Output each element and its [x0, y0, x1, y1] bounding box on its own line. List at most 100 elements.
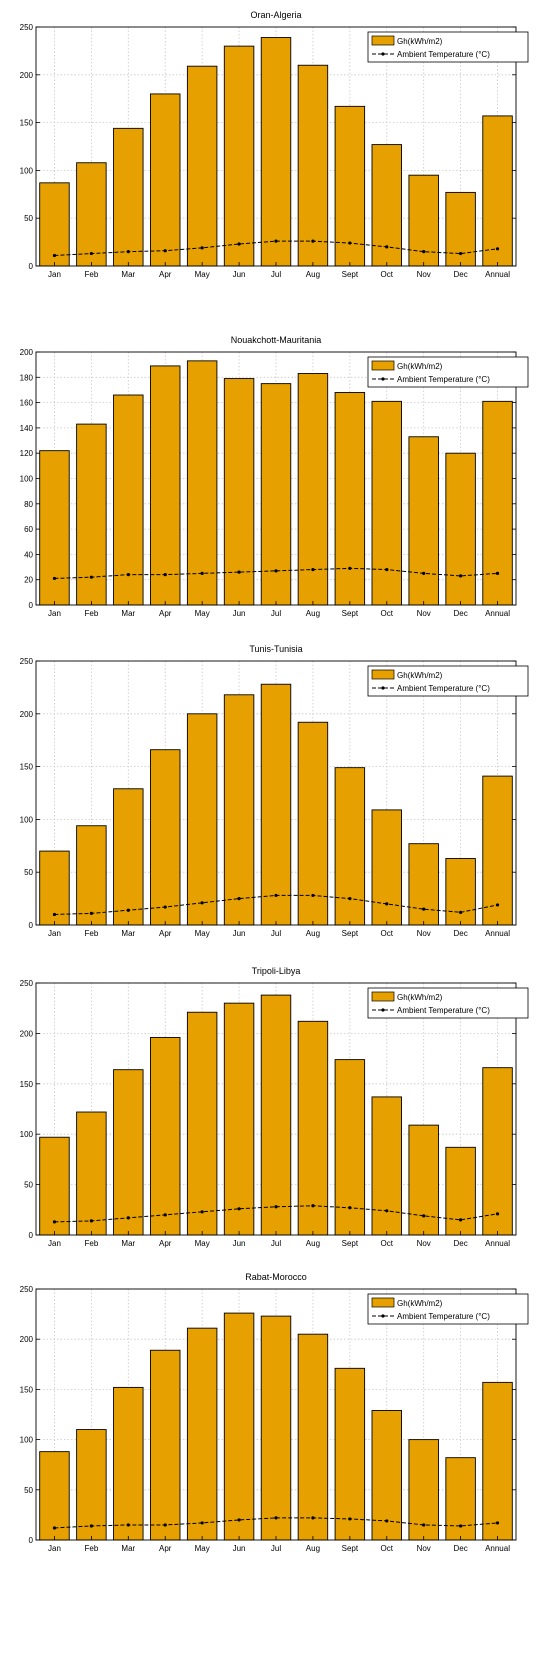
x-tick-label: Apr [159, 1544, 172, 1553]
y-tick-label: 200 [20, 1029, 34, 1038]
x-tick-label: Jul [271, 609, 281, 618]
bar-sept [334, 1059, 366, 1236]
legend-bar-swatch [371, 360, 395, 371]
y-tick-label: 200 [20, 348, 34, 357]
temperature-point [459, 251, 463, 256]
temperature-point [200, 901, 204, 905]
legend-line-marker [381, 686, 385, 690]
bar-aug [297, 373, 329, 606]
bar-series [39, 994, 513, 1236]
x-tick-label: Nov [417, 609, 431, 618]
legend-box [367, 356, 529, 388]
x-tick-label: Jun [233, 609, 246, 618]
bar-aug [297, 1333, 329, 1541]
x-tick-label: Jan [48, 929, 61, 938]
x-tick-label: Dec [453, 1239, 467, 1248]
bar-apr [150, 749, 181, 926]
temperature-point [348, 1517, 352, 1521]
chart-title: Tripoli-Libya [252, 966, 301, 976]
temperature-point [274, 239, 278, 243]
bar-annual [482, 775, 513, 926]
bar-aug [297, 64, 329, 267]
bar-may [186, 1327, 218, 1541]
x-tick-label: Aug [306, 1544, 320, 1553]
y-tick-label: 50 [24, 1486, 33, 1495]
temperature-point [422, 907, 426, 911]
bar-series [39, 37, 513, 267]
x-tick-label: Jun [233, 270, 246, 279]
legend: Gh(kWh/m2) Ambient Temperature (°C) [367, 987, 529, 1019]
temperature-point [52, 576, 57, 581]
bar-jul [260, 1315, 292, 1541]
legend: Gh(kWh/m2) Ambient Temperature (°C) [367, 31, 529, 63]
temperature-point [348, 1206, 352, 1210]
legend-label-gh: Gh(kWh/m2) [397, 993, 443, 1002]
x-tick-label: Feb [84, 270, 98, 279]
temperature-point [348, 566, 352, 570]
y-tick-label: 160 [20, 399, 34, 408]
temperature-point [311, 1516, 315, 1520]
temperature-point [311, 239, 315, 243]
x-tick-label: Jul [271, 1544, 281, 1553]
legend: Gh(kWh/m2) Ambient Temperature (°C) [367, 1293, 529, 1325]
y-tick-label: 100 [20, 166, 34, 175]
y-tick-label: 50 [24, 1181, 33, 1190]
bar-oct [371, 1410, 402, 1541]
y-tick-label: 0 [29, 921, 34, 930]
bar-jul [260, 383, 292, 606]
x-tick-label: Mar [121, 1239, 135, 1248]
temperature-point [237, 897, 241, 901]
bar-dec [445, 452, 476, 606]
x-tick-label: Jan [48, 270, 61, 279]
x-tick-label: Jul [271, 1239, 281, 1248]
bar-apr [150, 365, 181, 606]
temperature-point [89, 575, 93, 579]
y-tick-label: 150 [20, 119, 34, 128]
legend-box [367, 987, 529, 1019]
x-tick-label: May [195, 1544, 210, 1553]
temperature-point [422, 1523, 426, 1527]
chart-panel: Rabat-Morocco 0 50 100 150 200 250 Jan Feb Mar Apr… [20, 1272, 529, 1553]
y-tick-label: 0 [29, 262, 34, 271]
bar-jun [223, 1002, 255, 1236]
y-tick-label: 250 [20, 1285, 34, 1294]
legend-label-temperature: Ambient Temperature (°C) [397, 1312, 490, 1321]
legend-label-gh: Gh(kWh/m2) [397, 671, 443, 680]
x-tick-label: Mar [121, 929, 135, 938]
x-tick-label: Aug [306, 929, 320, 938]
legend-bar-swatch [371, 1297, 395, 1308]
y-tick-label: 150 [20, 1080, 34, 1089]
y-tick-label: 200 [20, 71, 34, 80]
x-tick-label: Sept [342, 270, 359, 279]
x-tick-label: Dec [453, 609, 467, 618]
temperature-point [163, 573, 167, 577]
bar-nov [408, 436, 439, 606]
bar-jun [223, 694, 255, 926]
chart-panel: Tripoli-Libya 0 50 100 150 200 250 Jan Feb Mar Apr… [20, 966, 529, 1248]
bar-feb [76, 1429, 107, 1541]
temperature-point [237, 570, 241, 574]
bar-apr [150, 93, 181, 267]
temperature-point [200, 246, 204, 250]
temperature-point [52, 1526, 57, 1530]
temperature-point [200, 1521, 204, 1525]
bar-sept [334, 105, 366, 267]
legend-bar-swatch [371, 991, 395, 1002]
y-tick-label: 0 [29, 1231, 34, 1240]
bar-feb [76, 825, 107, 926]
temperature-point [89, 251, 93, 256]
x-tick-label: Aug [306, 1239, 320, 1248]
y-tick-label: 100 [20, 815, 34, 824]
bar-series [39, 360, 513, 606]
x-tick-label: Oct [381, 609, 394, 618]
x-tick-label: May [195, 929, 210, 938]
temperature-point [163, 249, 167, 253]
legend-line-marker [381, 1314, 385, 1318]
chart-panel: Oran-Algeria 0 50 100 150 200 250 Jan Feb Mar Apr M… [20, 10, 529, 279]
bar-annual [482, 1067, 513, 1236]
y-tick-label: 50 [24, 214, 33, 223]
x-tick-label: Sept [342, 1544, 359, 1553]
temperature-point [126, 250, 130, 254]
x-tick-label: Jan [48, 609, 61, 618]
x-tick-label: Annual [485, 609, 510, 618]
